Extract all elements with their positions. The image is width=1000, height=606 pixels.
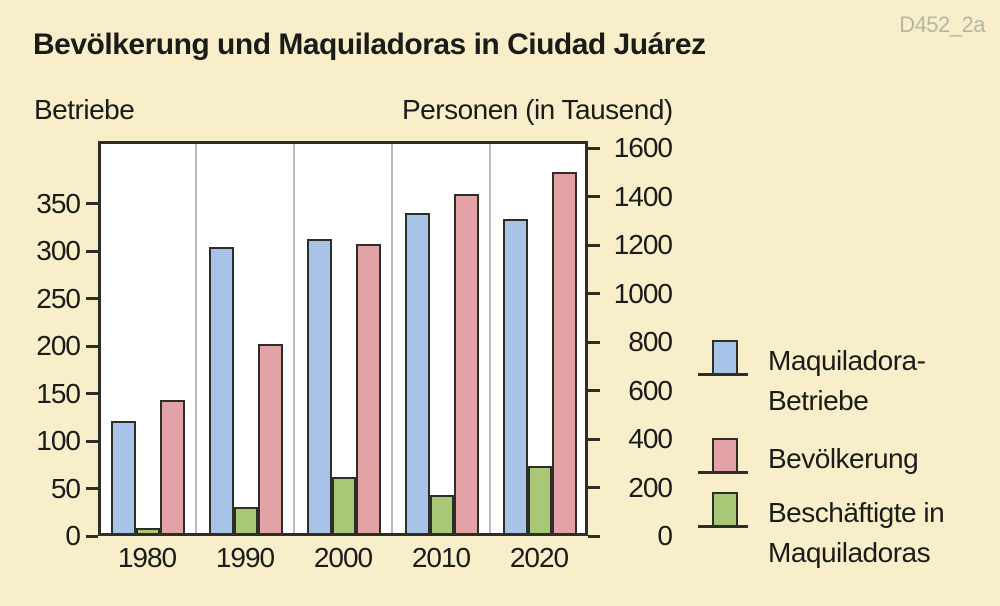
right-axis-title: Personen (in Tausend) xyxy=(402,94,673,125)
right-axis-tick-label: 1600 xyxy=(613,132,673,163)
right-axis-tick-label: 1200 xyxy=(613,229,673,260)
legend-label-0: Maquiladora- Betriebe xyxy=(768,345,926,416)
group-separator xyxy=(293,141,295,536)
x-label-1980: 1980 xyxy=(117,542,177,573)
bar-0-1980 xyxy=(111,421,136,536)
bar-0-2020 xyxy=(503,218,528,536)
bar-2-1990 xyxy=(258,344,283,536)
right-axis-tick xyxy=(588,486,600,489)
left-axis-tick-label: 300 xyxy=(36,235,81,266)
left-axis-tick xyxy=(86,344,98,348)
left-axis-tick xyxy=(86,297,98,300)
right-axis-tick xyxy=(588,534,600,538)
bar-0-2000 xyxy=(307,238,332,536)
left-axis-tick-label: 100 xyxy=(36,425,81,456)
right-axis-tick-label: 1400 xyxy=(613,180,673,212)
bar-1-2020 xyxy=(528,465,552,536)
x-label-2020: 2020 xyxy=(509,542,569,573)
right-axis-tick xyxy=(588,292,600,295)
legend-label-1: Bevölkerung xyxy=(768,443,919,474)
legend-baseline xyxy=(698,525,748,528)
legend-baseline xyxy=(698,373,748,376)
group-separator xyxy=(489,141,491,536)
left-axis-tick-label: 250 xyxy=(36,282,81,314)
left-axis-tick xyxy=(86,392,98,395)
right-axis-tick-label: 0 xyxy=(657,520,673,551)
bar-2-2020 xyxy=(552,172,577,536)
bar-1-2000 xyxy=(332,476,356,536)
right-axis-tick-label: 800 xyxy=(628,326,673,357)
left-axis-tick-label: 200 xyxy=(36,330,81,361)
x-label-2000: 2000 xyxy=(313,542,373,573)
x-label-2010: 2010 xyxy=(411,542,471,573)
left-axis-tick-label: 0 xyxy=(65,520,81,551)
bar-2-1980 xyxy=(160,400,185,536)
legend-baseline xyxy=(698,471,748,474)
right-axis-tick-label: 600 xyxy=(628,374,673,406)
right-axis-tick-label: 400 xyxy=(628,423,673,454)
left-axis-tick-label: 350 xyxy=(36,187,81,219)
left-axis-tick-label: 50 xyxy=(50,472,81,504)
legend-swatch-2 xyxy=(712,492,738,525)
right-axis-tick xyxy=(588,389,600,392)
figure-id: D452_2a xyxy=(899,12,985,37)
bar-1-2010 xyxy=(430,494,454,536)
right-axis-tick xyxy=(588,437,600,441)
bar-2-2010 xyxy=(454,194,479,536)
legend-swatch-0 xyxy=(712,340,738,373)
left-axis-tick xyxy=(86,202,98,205)
x-label-1990: 1990 xyxy=(215,542,275,573)
right-axis-tick-label: 200 xyxy=(628,471,673,503)
right-axis-tick-label: 1000 xyxy=(613,277,673,309)
left-axis-tick xyxy=(86,439,98,443)
left-axis-tick xyxy=(86,487,98,490)
bar-0-1990 xyxy=(209,247,234,536)
legend-swatch-1 xyxy=(712,438,738,471)
bar-1-1990 xyxy=(234,506,258,536)
group-separator xyxy=(391,141,393,536)
bar-0-2010 xyxy=(405,213,430,536)
right-axis-tick xyxy=(588,243,600,247)
bar-2-2000 xyxy=(356,243,381,536)
left-axis-tick xyxy=(86,249,98,253)
right-axis-tick xyxy=(588,146,600,150)
right-axis-tick xyxy=(588,340,600,344)
right-axis-tick xyxy=(588,195,600,198)
legend-label-2: Beschäftigte in Maquiladoras xyxy=(768,497,945,568)
bar-1-1980 xyxy=(136,527,160,536)
left-axis-tick xyxy=(86,534,98,538)
left-axis-title: Betriebe xyxy=(34,94,135,125)
left-axis-tick-label: 150 xyxy=(36,377,81,409)
group-separator xyxy=(195,141,197,536)
chart-title: Bevölkerung und Maquiladoras in Ciudad J… xyxy=(33,28,706,61)
